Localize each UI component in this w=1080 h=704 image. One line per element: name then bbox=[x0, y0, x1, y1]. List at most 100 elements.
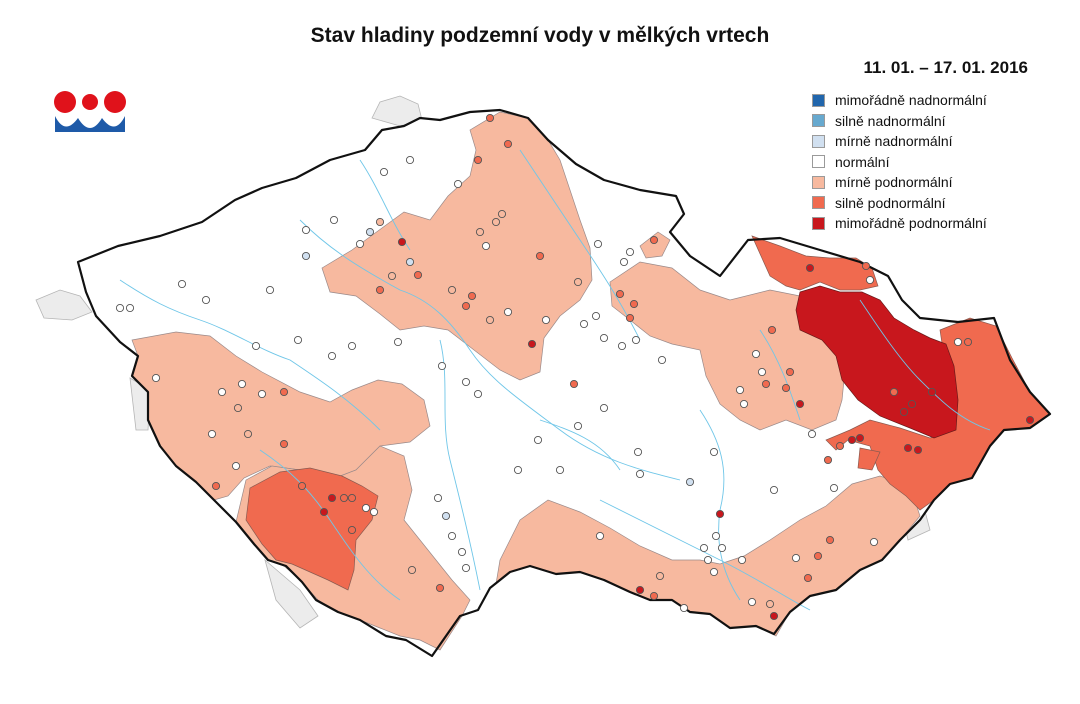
well-point bbox=[803, 573, 813, 583]
well-point bbox=[397, 237, 407, 247]
well-point bbox=[579, 319, 589, 329]
well-point bbox=[573, 277, 583, 287]
legend-item: silně nadnormální bbox=[812, 111, 987, 132]
well-point bbox=[703, 555, 713, 565]
well-point bbox=[655, 571, 665, 581]
well-point bbox=[301, 251, 311, 261]
well-point bbox=[963, 337, 973, 347]
well-point bbox=[757, 367, 767, 377]
well-point bbox=[533, 435, 543, 445]
well-point bbox=[761, 379, 771, 389]
well-point bbox=[243, 429, 253, 439]
well-point bbox=[481, 241, 491, 251]
well-point bbox=[785, 367, 795, 377]
well-point bbox=[889, 387, 899, 397]
well-point bbox=[265, 285, 275, 295]
legend-swatch bbox=[812, 196, 825, 210]
well-point bbox=[735, 385, 745, 395]
well-point bbox=[825, 535, 835, 545]
well-point bbox=[737, 555, 747, 565]
well-point bbox=[461, 301, 471, 311]
well-point bbox=[593, 239, 603, 249]
legend-label: mimořádně podnormální bbox=[835, 215, 987, 232]
well-point bbox=[503, 139, 513, 149]
well-point bbox=[257, 389, 267, 399]
river bbox=[539, 419, 621, 471]
well-point bbox=[447, 285, 457, 295]
legend: mimořádně nadnormální silně nadnormální … bbox=[812, 90, 987, 234]
well-point bbox=[535, 251, 545, 261]
well-point bbox=[461, 563, 471, 573]
well-point bbox=[319, 507, 329, 517]
well-point bbox=[595, 531, 605, 541]
legend-label: normální bbox=[835, 153, 890, 170]
well-point bbox=[767, 325, 777, 335]
well-point bbox=[347, 341, 357, 351]
well-point bbox=[393, 337, 403, 347]
legend-item: normální bbox=[812, 152, 987, 173]
river bbox=[299, 219, 681, 481]
well-point bbox=[899, 407, 909, 417]
legend-item: mírně nadnormální bbox=[812, 131, 987, 152]
region-east-small bbox=[857, 447, 881, 471]
well-point bbox=[457, 547, 467, 557]
legend-item: mimořádně nadnormální bbox=[812, 90, 987, 111]
well-point bbox=[151, 373, 161, 383]
well-point bbox=[365, 227, 375, 237]
well-point bbox=[513, 465, 523, 475]
well-point bbox=[807, 429, 817, 439]
period-label: 11. 01. – 17. 01. 2016 bbox=[863, 58, 1028, 77]
map-title: Stav hladiny podzemní vody v mělkých vrt… bbox=[310, 24, 770, 47]
well-point bbox=[379, 167, 389, 177]
well-point bbox=[699, 543, 709, 553]
well-point bbox=[233, 403, 243, 413]
well-point bbox=[485, 315, 495, 325]
river bbox=[859, 299, 991, 431]
well-point bbox=[615, 289, 625, 299]
well-point bbox=[375, 285, 385, 295]
well-point bbox=[279, 439, 289, 449]
well-point bbox=[847, 435, 857, 445]
logo-circle-right bbox=[104, 91, 126, 113]
river bbox=[439, 339, 481, 591]
well-point bbox=[657, 355, 667, 365]
legend-label: mírně nadnormální bbox=[835, 133, 953, 150]
river bbox=[759, 329, 801, 421]
well-point bbox=[329, 215, 339, 225]
legend-swatch bbox=[812, 93, 825, 107]
well-point bbox=[679, 603, 689, 613]
well-point bbox=[361, 503, 371, 513]
legend-swatch bbox=[812, 114, 825, 128]
well-point bbox=[813, 551, 823, 561]
well-point bbox=[447, 531, 457, 541]
well-point bbox=[1025, 415, 1035, 425]
well-point bbox=[633, 447, 643, 457]
well-point bbox=[413, 270, 423, 280]
well-points bbox=[115, 113, 1035, 621]
well-point bbox=[953, 337, 963, 347]
well-point bbox=[405, 155, 415, 165]
well-point bbox=[805, 263, 815, 273]
well-point bbox=[765, 599, 775, 609]
well-point bbox=[347, 525, 357, 535]
well-point bbox=[781, 383, 791, 393]
well-point bbox=[739, 399, 749, 409]
well-point bbox=[437, 361, 447, 371]
well-point bbox=[573, 421, 583, 431]
well-point bbox=[375, 217, 385, 227]
well-point bbox=[769, 611, 779, 621]
well-point bbox=[715, 509, 725, 519]
well-point bbox=[279, 387, 289, 397]
well-point bbox=[747, 597, 757, 607]
river bbox=[199, 319, 381, 431]
well-point bbox=[467, 291, 477, 301]
well-point bbox=[231, 461, 241, 471]
logo-circle-left bbox=[54, 91, 76, 113]
well-point bbox=[717, 543, 727, 553]
well-point bbox=[619, 257, 629, 267]
well-point bbox=[591, 311, 601, 321]
well-point bbox=[635, 585, 645, 595]
well-point bbox=[823, 455, 833, 465]
logo-wave-right bbox=[102, 116, 125, 132]
well-point bbox=[125, 303, 135, 313]
